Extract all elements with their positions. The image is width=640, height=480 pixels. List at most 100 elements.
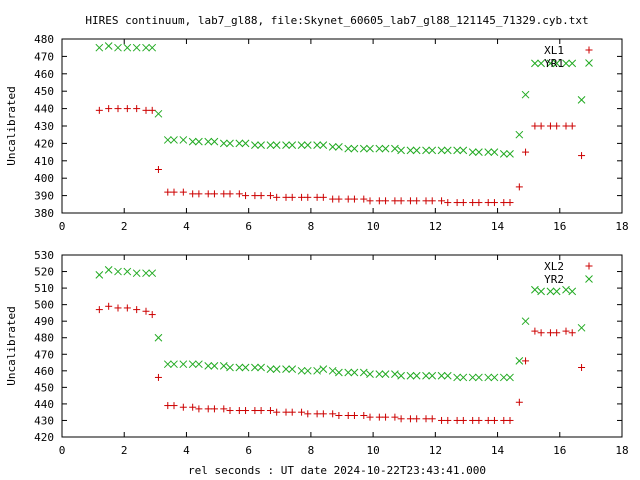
y-tick-label: 510: [34, 282, 54, 295]
series-xl1: [95, 105, 586, 207]
y-tick-label: 430: [34, 414, 54, 427]
data-point: [568, 122, 576, 130]
data-point: [142, 106, 150, 114]
series-xl2: [95, 302, 586, 424]
data-point: [578, 364, 586, 372]
legend-marker: [585, 275, 593, 283]
data-point: [154, 109, 163, 118]
data-point: [344, 144, 353, 153]
y-tick-label: 450: [34, 85, 54, 98]
data-point: [515, 130, 524, 139]
data-point: [220, 190, 228, 198]
data-point: [164, 188, 172, 196]
data-point: [552, 59, 561, 68]
data-point: [406, 197, 414, 205]
data-point: [443, 146, 452, 155]
x-tick-label: 2: [121, 220, 128, 233]
data-point: [344, 368, 353, 377]
data-point: [257, 141, 265, 149]
y-tick-label: 450: [34, 381, 54, 394]
data-point: [484, 148, 493, 156]
legend-label: XL2: [544, 260, 564, 273]
data-point: [406, 146, 415, 155]
data-point: [241, 139, 250, 148]
data-point: [226, 190, 234, 198]
data-point: [148, 269, 157, 278]
data-point: [515, 357, 524, 365]
data-point: [350, 144, 359, 153]
data-point: [195, 405, 203, 413]
data-point: [475, 199, 483, 207]
data-point: [360, 195, 368, 203]
data-point: [170, 188, 178, 196]
data-point: [257, 363, 265, 372]
data-point: [562, 285, 570, 294]
data-point: [453, 416, 461, 424]
data-point: [515, 183, 523, 191]
chart-title: HIRES continuum, lab7_gl88, file:Skynet_…: [85, 14, 588, 27]
data-point: [506, 416, 514, 424]
data-point: [499, 373, 508, 382]
data-point: [562, 122, 570, 130]
data-point: [235, 139, 244, 148]
data-point: [179, 360, 188, 369]
y-tick-label: 470: [34, 348, 54, 361]
legend-label: YR2: [544, 273, 564, 286]
data-point: [328, 366, 337, 375]
data-point: [475, 373, 483, 382]
data-point: [375, 413, 383, 421]
data-point: [297, 366, 306, 375]
data-point: [422, 146, 430, 155]
data-point: [453, 199, 461, 207]
series-yr2: [95, 266, 586, 382]
data-point: [282, 365, 290, 374]
data-point: [114, 43, 122, 52]
data-point: [266, 407, 274, 415]
data-point: [344, 195, 352, 203]
data-point: [391, 413, 399, 421]
x-tick-label: 8: [308, 220, 315, 233]
data-point: [366, 197, 374, 205]
data-point: [335, 368, 343, 377]
data-point: [204, 137, 213, 146]
data-point: [381, 144, 390, 153]
data-point: [577, 323, 586, 332]
data-point: [132, 43, 141, 52]
data-point: [382, 413, 390, 421]
data-point: [251, 363, 259, 372]
data-point: [359, 368, 368, 377]
data-point: [266, 192, 274, 200]
data-point: [298, 408, 306, 416]
data-point: [552, 287, 561, 296]
y-tick-label: 420: [34, 431, 54, 444]
y-tick-label: 530: [34, 249, 54, 262]
data-point: [562, 59, 570, 68]
data-point: [163, 136, 172, 144]
data-point: [210, 405, 218, 413]
data-point: [313, 366, 321, 375]
data-point: [391, 370, 399, 378]
data-point: [133, 306, 141, 314]
data-point: [422, 371, 430, 380]
x-tick-label: 4: [183, 444, 190, 457]
data-point: [298, 193, 306, 201]
data-point: [506, 199, 514, 207]
data-point: [148, 43, 157, 52]
data-point: [273, 193, 281, 201]
data-point: [179, 403, 187, 411]
data-point: [179, 188, 187, 196]
data-point: [235, 407, 243, 415]
data-point: [189, 403, 197, 411]
data-point: [104, 42, 113, 50]
data-point: [537, 287, 545, 296]
data-point: [304, 193, 312, 201]
data-point: [422, 415, 430, 423]
data-point: [313, 193, 321, 201]
data-point: [344, 411, 352, 419]
y-tick-label: 380: [34, 207, 54, 220]
x-tick-label: 18: [615, 220, 628, 233]
y-tick-label: 440: [34, 398, 54, 411]
data-point: [123, 267, 132, 276]
data-point: [235, 363, 244, 372]
data-point: [391, 197, 399, 205]
